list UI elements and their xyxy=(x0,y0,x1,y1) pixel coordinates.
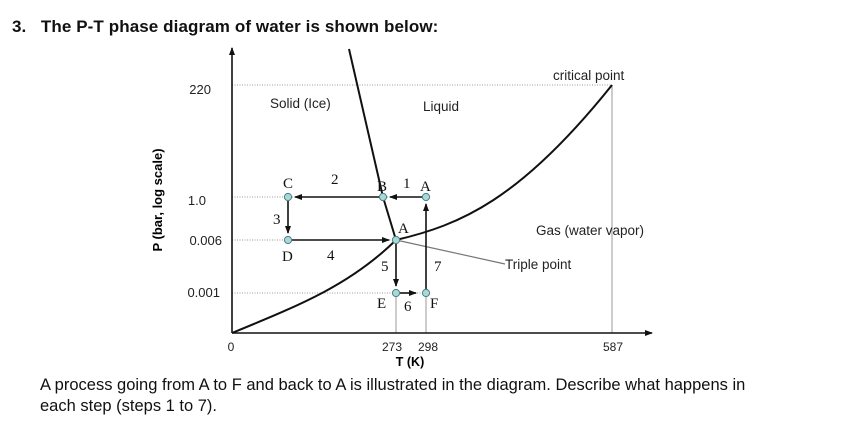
x-axis-label: T (K) xyxy=(396,355,424,369)
point-c xyxy=(283,192,293,202)
ytick-1: 1.0 xyxy=(188,193,206,208)
triple-point-leader xyxy=(395,239,506,265)
label-b: B xyxy=(377,179,387,195)
point-f xyxy=(421,288,431,298)
gridlines xyxy=(232,84,612,294)
y-axis-label: P (bar, log scale) xyxy=(150,148,165,251)
question-title-text: The P-T phase diagram of water is shown … xyxy=(40,17,439,36)
point-a-triple xyxy=(391,235,401,245)
step-7-label: 7 xyxy=(434,259,442,275)
ytick-220: 220 xyxy=(189,82,211,97)
melting-curve xyxy=(348,48,397,241)
phase-diagram: A B C D A E F 1 2 3 4 5 6 7 Solid (Ice) … xyxy=(150,47,653,369)
step-4-label: 4 xyxy=(327,248,335,264)
region-solid-label: Solid (Ice) xyxy=(270,96,331,111)
step-3-label: 3 xyxy=(273,212,281,228)
step-6-label: 6 xyxy=(404,299,412,315)
vaporization-sublimation-curve xyxy=(231,84,613,334)
label-c: C xyxy=(283,176,293,192)
step-5-label: 5 xyxy=(381,259,389,275)
point-e xyxy=(391,288,401,298)
label-d: D xyxy=(282,249,293,265)
step-2-label: 2 xyxy=(331,172,339,188)
label-f: F xyxy=(430,296,438,312)
point-d xyxy=(283,235,293,245)
question-number: 3. xyxy=(12,17,27,36)
point-a-top xyxy=(421,192,431,202)
vertical-guides xyxy=(395,85,613,333)
question-prompt: A process going from A to F and back to … xyxy=(40,375,840,417)
xtick-0: 0 xyxy=(228,340,235,354)
prompt-line-2: each step (steps 1 to 7). xyxy=(40,397,218,415)
xtick-298: 298 xyxy=(418,340,438,354)
xtick-587: 587 xyxy=(603,340,623,354)
prompt-line-1: A process going from A to F and back to … xyxy=(40,376,746,394)
xtick-273: 273 xyxy=(382,340,402,354)
step-1-label: 1 xyxy=(403,176,411,192)
label-e: E xyxy=(377,296,386,312)
critical-point-label: critical point xyxy=(553,68,625,83)
region-liquid-label: Liquid xyxy=(423,99,459,114)
label-a-top: A xyxy=(420,179,431,195)
ytick-0006: 0.006 xyxy=(189,233,222,248)
region-gas-label: Gas (water vapor) xyxy=(536,223,644,238)
triple-point-label: Triple point xyxy=(505,257,572,272)
question-title: 3. The P-T phase diagram of water is sho… xyxy=(12,17,438,37)
point-b xyxy=(378,192,388,202)
label-a-triple: A xyxy=(398,221,409,237)
ytick-0001: 0.001 xyxy=(187,285,220,300)
